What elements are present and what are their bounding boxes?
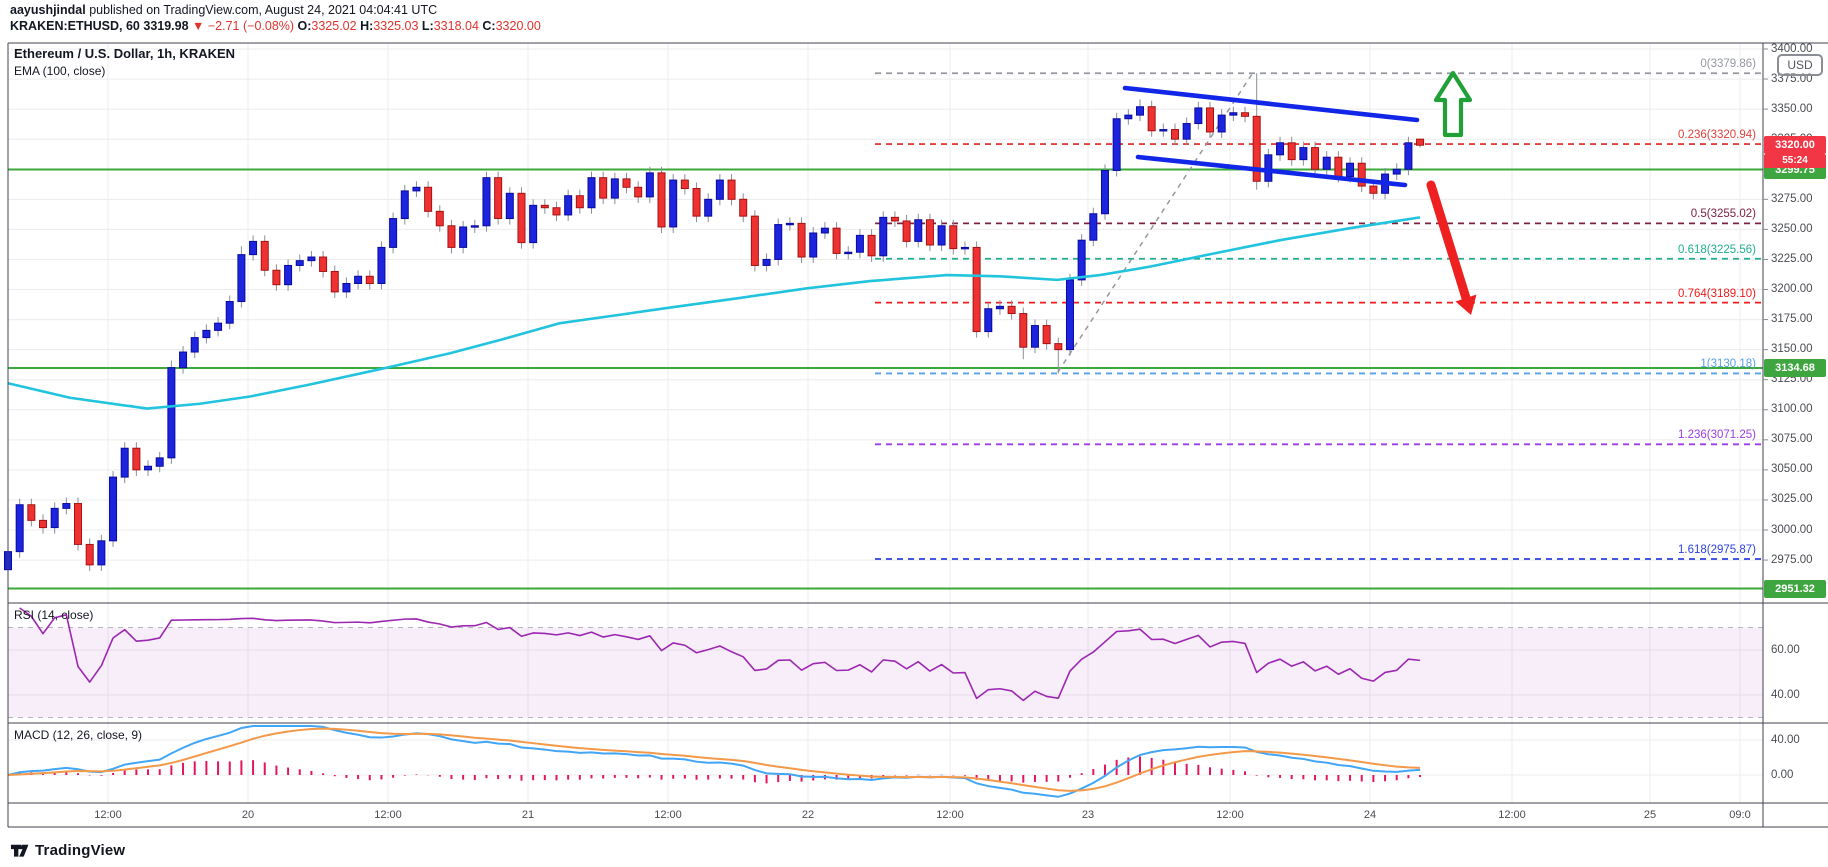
publish-info: published on TradingView.com, August 24,…: [85, 3, 438, 17]
green-up-arrow: [1433, 70, 1473, 138]
open-label: O:: [294, 19, 312, 33]
rsi-band: [8, 627, 1763, 718]
tradingview-logo-text: TradingView: [35, 842, 126, 859]
high-label: H:: [356, 19, 374, 33]
red-down-arrow: [1426, 180, 1477, 315]
last-price: 3319.98: [139, 19, 193, 33]
open-value: 3325.02: [311, 19, 357, 33]
chart-legend-ema[interactable]: EMA (100, close): [14, 64, 106, 78]
support-resistance-lines: [8, 168, 1763, 590]
publish-header: aayushjindal published on TradingView.co…: [10, 2, 541, 34]
time-axis[interactable]: [8, 804, 1763, 827]
low-label: L:: [418, 19, 434, 33]
pane-frame: [7, 42, 1828, 828]
macd-line: [7, 725, 1421, 798]
currency-badge[interactable]: USD: [1777, 54, 1823, 76]
ema100-line: [7, 216, 1421, 410]
price-axis[interactable]: [1763, 43, 1828, 803]
tradingview-logo[interactable]: TradingView: [10, 841, 125, 860]
chart-legend-title[interactable]: Ethereum / U.S. Dollar, 1h, KRAKEN: [14, 46, 236, 61]
high-value: 3325.03: [373, 19, 419, 33]
macd-signal-line: [7, 727, 1421, 792]
candles: [4, 73, 1425, 585]
close-label: C:: [478, 19, 496, 33]
close-value: 3320.00: [495, 19, 541, 33]
tradingview-logo-icon: [10, 844, 29, 857]
symbol-ohlc-line: KRAKEN:ETHUSD, 60 3319.98 ▼ −2.71 (−0.08…: [10, 18, 541, 34]
macd-histogram: [18, 756, 1422, 784]
publish-line: aayushjindal published on TradingView.co…: [10, 2, 541, 18]
low-value: 3318.04: [433, 19, 479, 33]
blue-channel: [1122, 85, 1420, 188]
fib-retracement-lines: [875, 72, 1763, 560]
rsi-pane-label[interactable]: RSI (14, close): [14, 608, 94, 622]
symbol-name: KRAKEN:ETHUSD, 60: [10, 19, 140, 33]
grid: [8, 43, 1763, 803]
price-change: ▼ −2.71 (−0.08%): [192, 19, 295, 33]
rsi-line: [19, 607, 1421, 702]
author-name: aayushjindal: [10, 3, 86, 17]
macd-pane-label[interactable]: MACD (12, 26, close, 9): [14, 728, 143, 742]
